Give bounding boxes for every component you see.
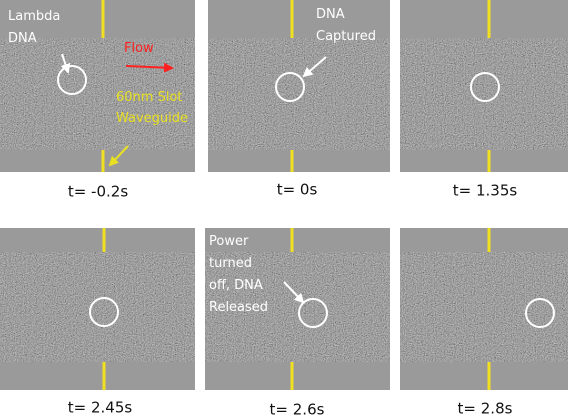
gray-bar-top — [400, 228, 568, 252]
panel: t= 2.8s — [400, 228, 568, 418]
panel: t= 1.35s — [400, 0, 568, 200]
gray-bar-bottom — [208, 150, 390, 172]
time-caption: t= 2.8s — [458, 400, 513, 418]
time-caption: t= 2.45s — [68, 399, 133, 417]
gray-bar-top — [0, 228, 195, 252]
annotation-text: Lambda — [8, 9, 60, 24]
annotation-text: off, DNA — [209, 278, 263, 293]
annotation-text: turned — [209, 256, 252, 271]
annotation-text: DNA — [8, 31, 37, 46]
micrograph — [208, 38, 390, 150]
annotation-text: Captured — [316, 29, 376, 44]
annotation-text: Released — [209, 300, 268, 315]
time-caption: t= -0.2s — [68, 183, 128, 201]
panel: t= 0s DNA Captured — [208, 0, 390, 199]
panel: t= -0.2s Lambda DNA Flow 60nm Slot Waveguide — [0, 0, 195, 201]
annotation-text: 60nm Slot — [116, 90, 183, 105]
time-caption: t= 0s — [277, 181, 318, 199]
annotation-text: Waveguide — [116, 111, 188, 126]
annotation-text: DNA — [316, 7, 345, 22]
gray-bar-bottom — [400, 362, 568, 390]
micrograph — [400, 38, 568, 150]
gray-bar-bottom — [400, 150, 568, 172]
micrograph — [400, 252, 568, 362]
gray-bar-top — [400, 0, 568, 38]
figure: t= -0.2sLambdaDNAFlow60nm SlotWaveguidet… — [0, 0, 568, 419]
page: {"panels": [ {"caption": "t= -0.2s", "an… — [0, 0, 568, 419]
panel: t= 2.6s Power turned off, DNA Released — [205, 228, 390, 419]
time-caption: t= 2.6s — [270, 401, 325, 419]
annotation-text: Flow — [124, 41, 154, 56]
micrograph — [0, 252, 195, 362]
time-caption: t= 1.35s — [453, 182, 518, 200]
annotation-text: Power — [209, 234, 249, 249]
gray-bar-bottom — [0, 362, 195, 390]
gray-bar-bottom — [205, 362, 390, 390]
gray-bar-bottom — [0, 150, 195, 172]
panel: t= 2.45s — [0, 228, 195, 417]
